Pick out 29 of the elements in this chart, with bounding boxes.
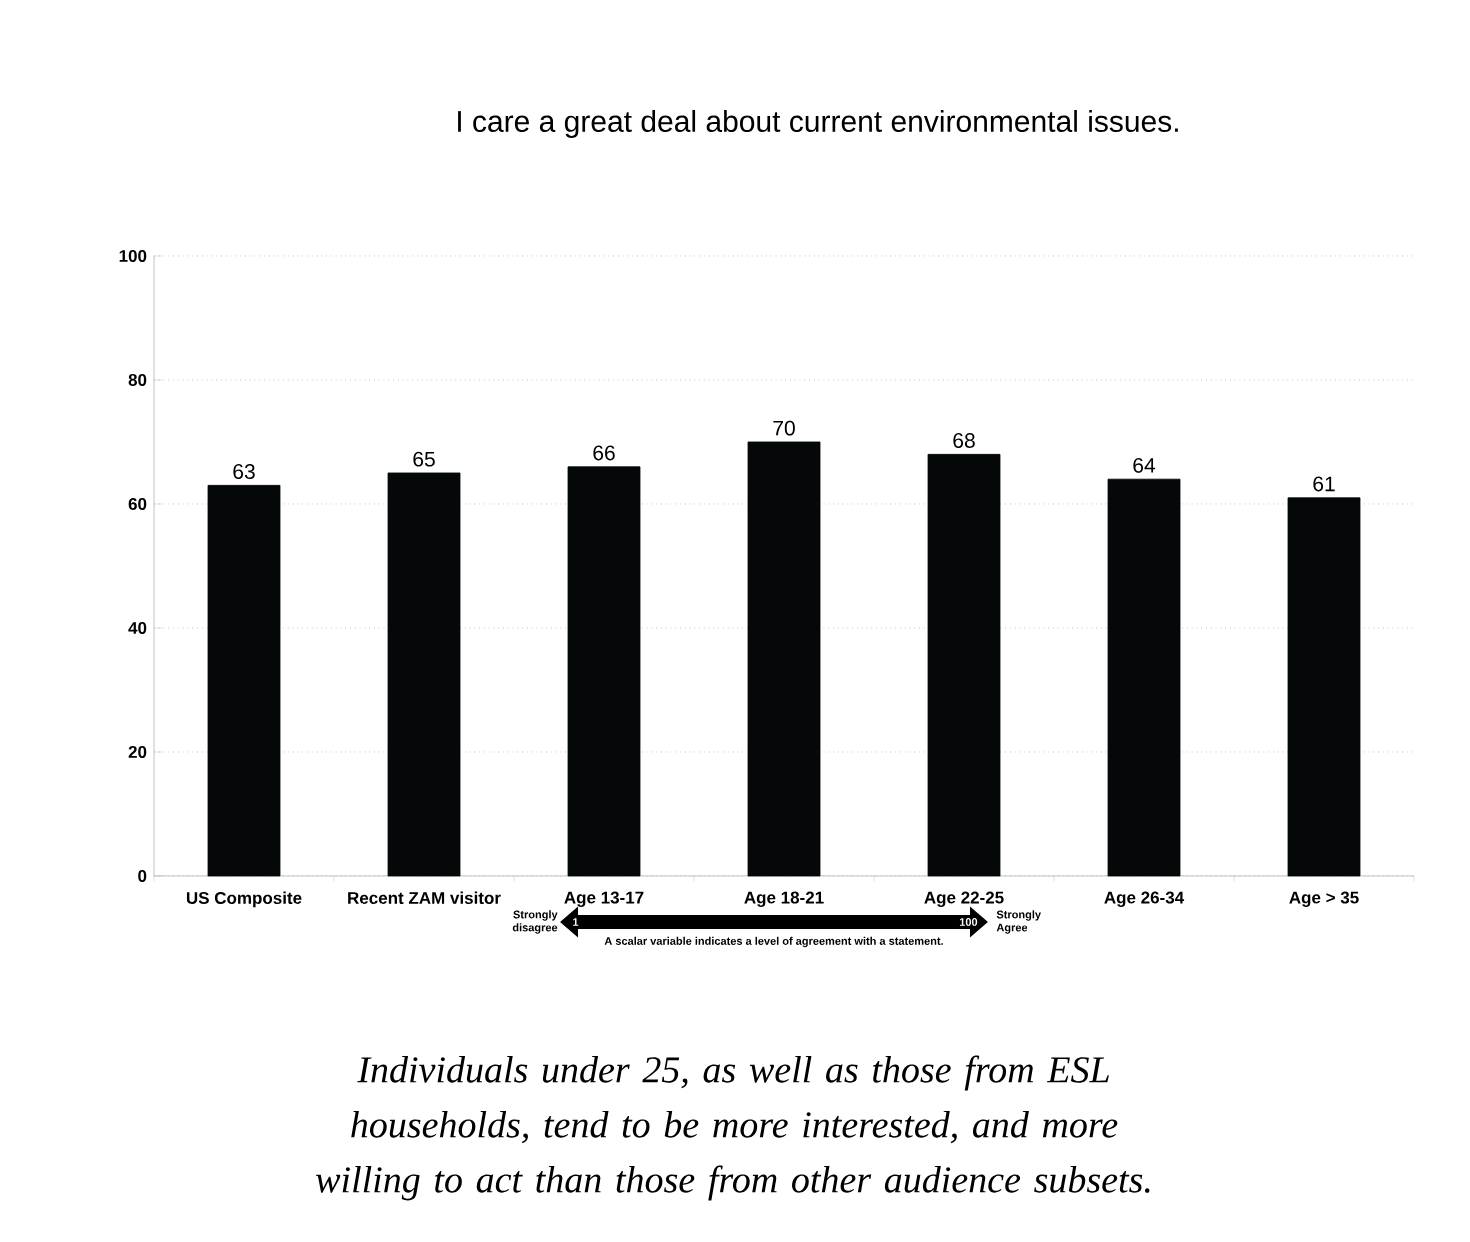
x-tick-label: US Composite — [186, 891, 302, 908]
x-tick-label: Age 22-25 — [924, 891, 1004, 907]
x-tick-label: Age 26-34 — [1104, 891, 1185, 907]
bar — [207, 484, 281, 877]
chart-title: I care a great deal about current environmental issues. — [458, 109, 1178, 138]
bar — [747, 441, 821, 877]
text: Individuals under 25, as well as those from ESL households, tend to be more interested, and more willing to act than those from other audience subsets. — [316, 1055, 1150, 1201]
data-label: 66 — [593, 445, 615, 461]
x-tick-label: Recent ZAM visitor — [348, 891, 501, 904]
data-label: 68 — [953, 433, 975, 448]
bar — [1287, 497, 1361, 877]
data-label: 65 — [413, 451, 435, 467]
y-tick-label: 40 — [128, 621, 147, 634]
y-tick-label: 80 — [128, 373, 147, 386]
bar — [387, 472, 461, 877]
bar — [567, 466, 641, 877]
bar — [1107, 478, 1181, 877]
data-label: 61 — [1313, 476, 1335, 492]
y-tick-label: 20 — [128, 745, 147, 758]
y-tick-label: 100 — [119, 249, 147, 262]
y-tick-label: 0 — [138, 869, 147, 882]
data-label: 64 — [1133, 457, 1156, 473]
data-label: 70 — [773, 420, 795, 436]
x-tick-label: Age > 35 — [1289, 891, 1359, 907]
bar — [927, 453, 1001, 877]
data-label: 63 — [233, 464, 255, 479]
y-tick-label: 60 — [128, 497, 147, 510]
x-tick-label: Age 13-17 — [564, 891, 644, 907]
x-tick-label: Age 18-21 — [744, 891, 824, 907]
